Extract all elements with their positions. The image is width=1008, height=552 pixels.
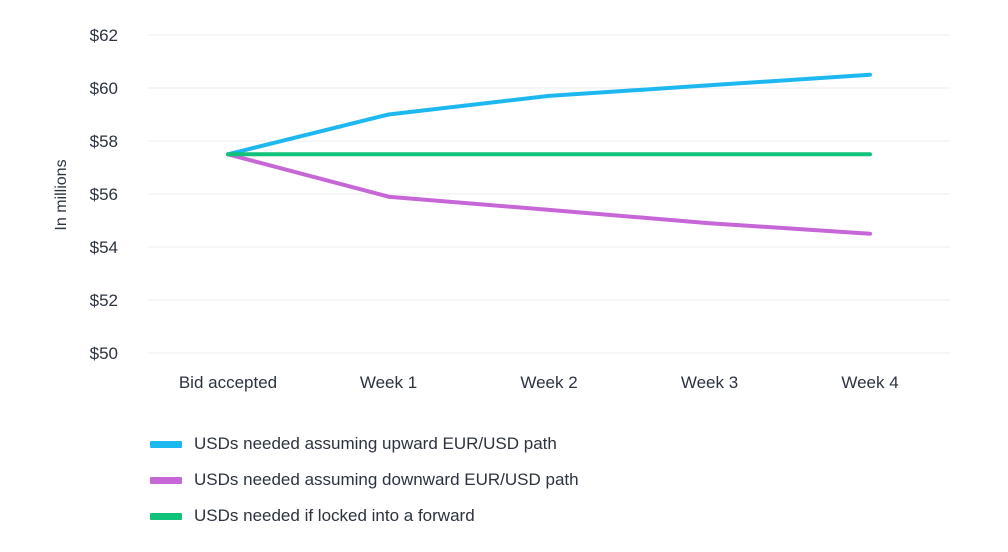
- x-tick-label: Week 4: [841, 373, 898, 392]
- y-tick-label: $60: [90, 79, 118, 98]
- legend-label-forward: USDs needed if locked into a forward: [194, 506, 475, 525]
- legend-item-upward: USDs needed assuming upward EUR/USD path: [150, 426, 579, 462]
- series-lines: [226, 72, 872, 236]
- line-chart: $50 $52 $54 $56 $58 $60 $62 Bid accepted Week 1…: [53, 26, 950, 392]
- series-line-0: [226, 72, 872, 157]
- y-tick-label: $54: [90, 238, 118, 257]
- legend-item-downward: USDs needed assuming downward EUR/USD pa…: [150, 462, 579, 498]
- legend-swatch-upward: [150, 440, 182, 448]
- legend: USDs needed assuming upward EUR/USD path…: [150, 426, 579, 534]
- y-tick-label: $56: [90, 185, 118, 204]
- x-tick-label: Bid accepted: [179, 373, 277, 392]
- y-axis-label: In millions: [53, 159, 70, 230]
- y-tick-label: $62: [90, 26, 118, 45]
- legend-label-downward: USDs needed assuming downward EUR/USD pa…: [194, 470, 579, 489]
- gridlines: [148, 34, 950, 354]
- y-tick-label: $58: [90, 132, 118, 151]
- legend-swatch-downward: [150, 476, 182, 484]
- legend-swatch-forward: [150, 512, 182, 520]
- x-tick-label: Week 1: [360, 373, 417, 392]
- legend-item-forward: USDs needed if locked into a forward: [150, 498, 579, 534]
- x-axis-ticks: Bid accepted Week 1 Week 2 Week 3 Week 4: [179, 373, 899, 392]
- series-line-1: [226, 152, 872, 236]
- x-tick-label: Week 3: [681, 373, 738, 392]
- y-tick-label: $50: [90, 344, 118, 363]
- x-tick-label: Week 2: [520, 373, 577, 392]
- legend-label-upward: USDs needed assuming upward EUR/USD path: [194, 434, 557, 453]
- y-tick-label: $52: [90, 291, 118, 310]
- y-axis-ticks: $50 $52 $54 $56 $58 $60 $62: [90, 26, 118, 363]
